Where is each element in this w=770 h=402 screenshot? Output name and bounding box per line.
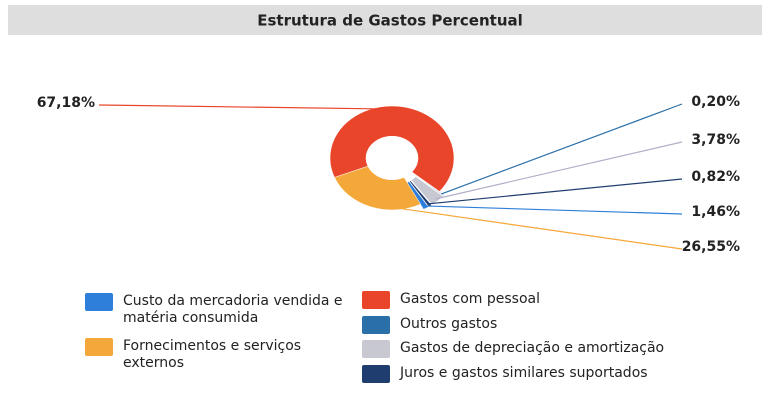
legend-item: Custo da mercadoria vendida e matéria co… bbox=[85, 293, 345, 327]
legend-item: Fornecimentos e serviços externos bbox=[85, 338, 345, 372]
leader-line bbox=[435, 141, 683, 200]
legend-label: Juros e gastos similares suportados bbox=[400, 365, 648, 381]
legend-label: Fornecimentos e serviços externos bbox=[123, 338, 302, 371]
value-label: 3,78% bbox=[691, 132, 740, 148]
legend-label: Outros gastos bbox=[400, 316, 498, 332]
legend-swatch bbox=[362, 365, 390, 383]
legend-swatch bbox=[362, 291, 390, 309]
legend-item: Outros gastos bbox=[362, 316, 702, 334]
title-bar bbox=[8, 5, 762, 35]
value-label: 26,55% bbox=[682, 239, 740, 255]
value-label: 0,82% bbox=[691, 169, 740, 185]
pie-slice bbox=[329, 105, 455, 192]
legend-swatch bbox=[85, 293, 113, 311]
legend-label: Gastos de depreciação e amortização bbox=[400, 340, 665, 356]
legend-item: Juros e gastos similares suportados bbox=[362, 365, 702, 383]
legend-label: Custo da mercadoria vendida e matéria co… bbox=[123, 293, 343, 326]
legend-swatch bbox=[85, 338, 113, 356]
value-label: 67,18% bbox=[37, 95, 95, 111]
pie-slice bbox=[415, 175, 445, 197]
chart-title: Estrutura de Gastos Percentual bbox=[257, 12, 523, 30]
legend-label: Gastos com pessoal bbox=[400, 291, 540, 307]
leader-line bbox=[371, 203, 683, 250]
leader-line bbox=[428, 178, 683, 205]
pie-slice bbox=[334, 165, 421, 211]
legend-swatch bbox=[362, 340, 390, 358]
value-label: 1,46% bbox=[691, 204, 740, 220]
legend-swatch bbox=[362, 316, 390, 334]
legend-item: Gastos de depreciação e amortização bbox=[362, 340, 702, 358]
pie-slice bbox=[410, 176, 444, 205]
leader-line bbox=[424, 205, 683, 215]
legend-item: Gastos com pessoal bbox=[362, 291, 702, 309]
leader-line bbox=[98, 104, 402, 110]
value-label: 0,20% bbox=[691, 94, 740, 110]
leader-line bbox=[441, 103, 683, 195]
